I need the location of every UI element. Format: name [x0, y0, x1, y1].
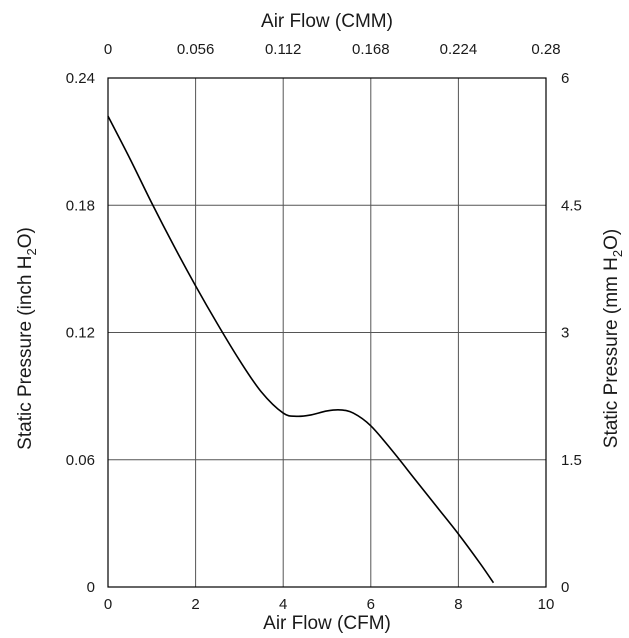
y2-tick-label: 3 [561, 325, 569, 342]
x2-tick-label: 0.056 [177, 41, 215, 58]
x-tick-label: 10 [538, 596, 555, 613]
y2-axis-title: Static Pressure (mm H2O) [601, 229, 625, 448]
grid-lines [108, 78, 546, 587]
x2-tick-label: 0.168 [352, 41, 390, 58]
y-axis-title: Static Pressure (inch H2O) [15, 227, 39, 450]
x-tick-label: 4 [279, 596, 287, 613]
x-tick-label: 0 [104, 596, 112, 613]
x-tick-label: 8 [454, 596, 462, 613]
x2-axis-title: Air Flow (CMM) [261, 11, 393, 32]
y2-tick-label: 1.5 [561, 452, 582, 469]
x2-tick-label: 0.28 [531, 41, 560, 58]
x-axis-title: Air Flow (CFM) [263, 613, 391, 634]
x-tick-label: 6 [367, 596, 375, 613]
plot-frame [107, 77, 547, 588]
tick-labels: 0 2 4 6 8 10 0 0.056 0.112 0.168 0.224 0.28 0 0.06 0.1… [66, 41, 582, 613]
pressure-flow-curve [107, 115, 495, 584]
y-tick-label: 0 [87, 579, 95, 596]
y2-tick-label: 6 [561, 70, 569, 87]
y-tick-label: 0.12 [66, 325, 95, 342]
x2-tick-label: 0 [104, 41, 112, 58]
x-tick-label: 2 [191, 596, 199, 613]
y-tick-label: 0.18 [66, 197, 95, 214]
y2-tick-label: 0 [561, 579, 569, 596]
y2-tick-label: 4.5 [561, 197, 582, 214]
x2-tick-label: 0.224 [440, 41, 478, 58]
x2-tick-label: 0.112 [265, 41, 301, 58]
y-tick-label: 0.06 [66, 452, 95, 469]
y-tick-label: 0.24 [66, 70, 95, 87]
